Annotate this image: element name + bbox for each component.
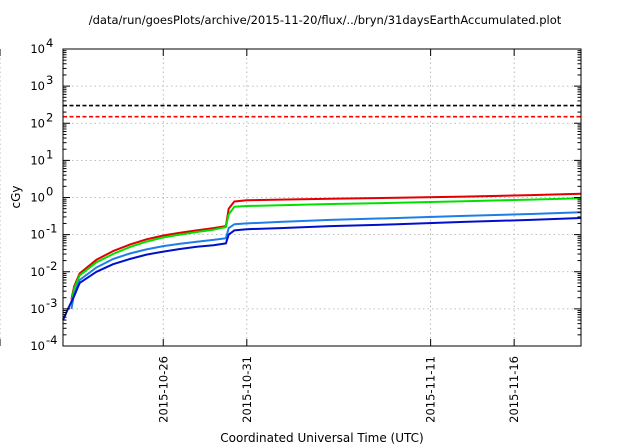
threshold-lines [63,104,581,118]
y-tick-exponent: 0 [46,185,53,199]
y-tick-label: 10 [30,265,45,279]
y-tick-exponent: 4 [46,36,53,50]
y-tick-exponent: -3 [46,296,57,310]
y-tick-exponent: 3 [46,73,53,87]
series-line [70,197,582,303]
x-tick-label: 2015-10-31 [240,356,254,423]
x-tick-label: 2015-11-16 [507,356,521,423]
y-tick-label: 10 [30,228,45,242]
chart-title: /data/run/goesPlots/archive/2015-11-20/f… [89,13,562,27]
y-tick-label: 10 [30,116,45,130]
y-tick-exponent: -1 [46,222,57,236]
series-line [70,192,582,300]
series-line [70,211,582,310]
x-axis: 2015-10-262015-10-312015-11-12015-11-620… [0,49,521,423]
y-tick-label: 10 [30,302,45,316]
x-axis-label: Coordinated Universal Time (UTC) [220,431,423,445]
y-tick-exponent: 1 [46,147,53,161]
y-axis-label: cGy [9,186,23,209]
series-lines [62,192,582,321]
y-tick-exponent: 2 [46,110,53,124]
y-tick-label: 10 [30,42,45,56]
y-tick-label: 10 [30,79,45,93]
y-tick-label: 10 [30,191,45,205]
x-tick-label: 2015-10-26 [156,356,170,423]
y-tick-label: 10 [30,153,45,167]
gridlines [0,49,581,346]
y-tick-exponent: -2 [46,259,57,273]
x-tick-label: 2015-11-11 [424,356,438,423]
series-line [62,217,582,321]
y-tick-label: 10 [30,339,45,353]
y-tick-exponent: -4 [46,333,57,347]
